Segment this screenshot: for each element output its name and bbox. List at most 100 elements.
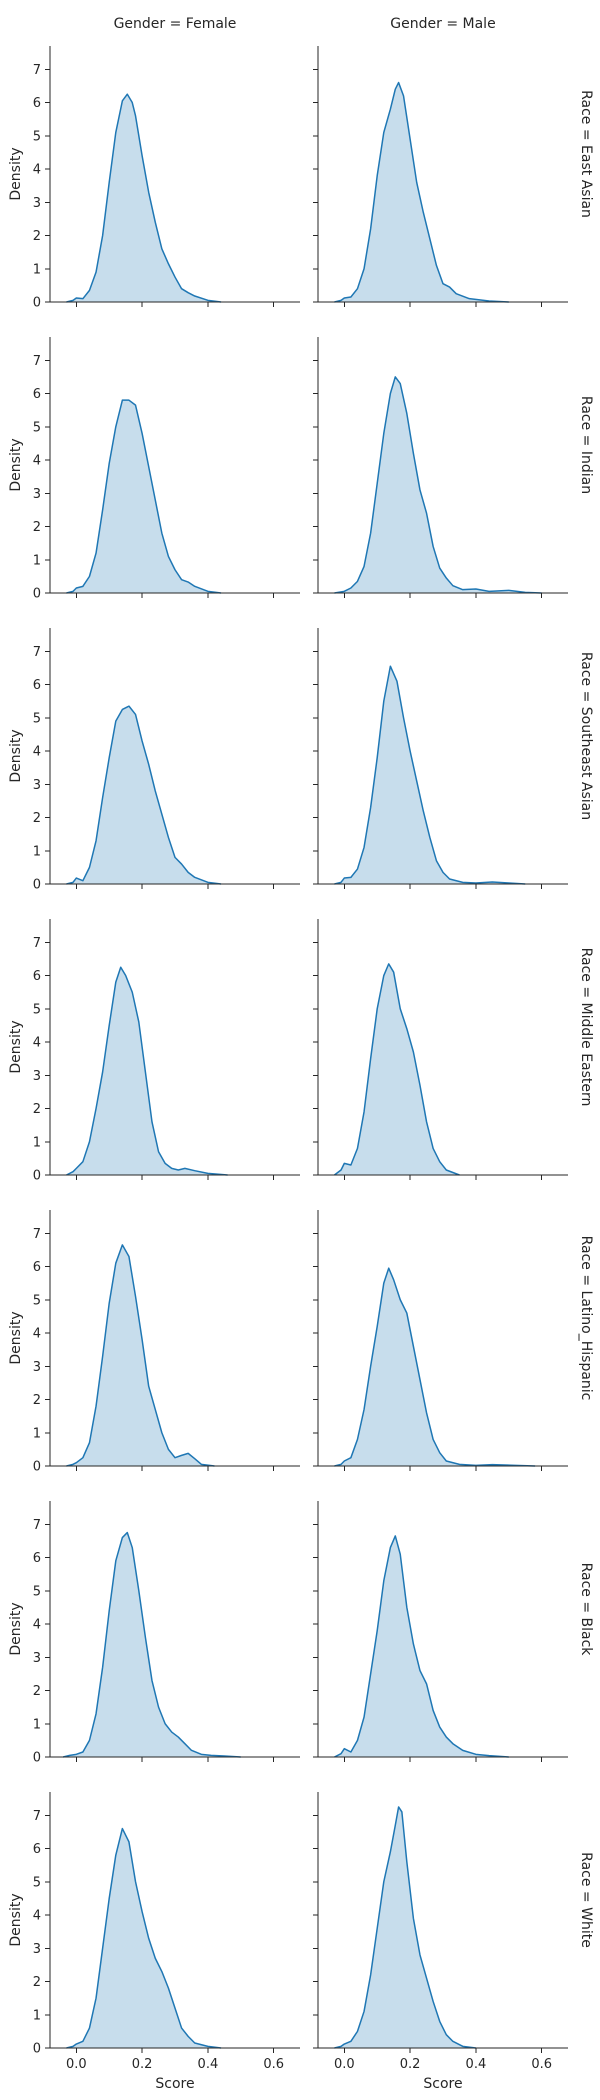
kde-area xyxy=(66,706,222,884)
y-tick-label: 2 xyxy=(33,1102,41,1117)
kde-line xyxy=(66,966,228,1176)
y-tick-label: 3 xyxy=(33,1651,41,1666)
y-tick-label: 1 xyxy=(33,2008,41,2023)
y-tick-label: 7 xyxy=(33,354,41,369)
facet-panel: Race = Latino_Hispanic xyxy=(313,1210,594,1471)
y-tick-label: 1 xyxy=(33,844,41,859)
kde-line xyxy=(334,376,542,594)
facet-panel: 0.0 0.2 0.4 0.6 Score Race = White xyxy=(313,1792,594,2092)
x-tick-label: 0.0 xyxy=(334,2057,355,2072)
y-tick-label: 3 xyxy=(33,1942,41,1957)
x-axis-title: Score xyxy=(155,2076,194,2092)
facet-panel: 0 1 2 3 4 5 6 7 Density xyxy=(8,1501,300,1766)
facet-panel: 0 1 2 3 4 5 6 7 Density xyxy=(8,1210,300,1475)
x-tick-label: 0.4 xyxy=(466,2057,487,2072)
y-tick-label: 3 xyxy=(33,196,41,211)
y-tick-label: 7 xyxy=(33,645,41,660)
kde-line xyxy=(333,963,460,1176)
y-tick-label: 1 xyxy=(33,1135,41,1150)
kde-line xyxy=(334,665,526,885)
y-tick-label: 2 xyxy=(33,1975,41,1990)
y-tick-label: 6 xyxy=(33,1260,41,1275)
y-tick-label: 6 xyxy=(33,96,41,111)
y-tick-label: 0 xyxy=(33,1169,41,1184)
y-tick-label: 1 xyxy=(33,1717,41,1732)
y-tick-label: 5 xyxy=(33,129,41,144)
y-axis-title: Density xyxy=(8,1020,24,1073)
kde-line xyxy=(66,399,222,594)
y-tick-label: 2 xyxy=(33,520,41,535)
y-tick-label: 4 xyxy=(33,454,41,469)
kde-area xyxy=(334,1535,509,1757)
y-axis-title: Density xyxy=(8,1893,24,1946)
facet-panel: Race = Black xyxy=(313,1501,594,1762)
facet-panel: 0 1 2 3 4 5 6 7 Density xyxy=(8,46,300,311)
x-tick-label: 0.2 xyxy=(132,2057,153,2072)
facet-panel: Race = Southeast Asian xyxy=(313,628,594,889)
y-tick-label: 6 xyxy=(33,387,41,402)
y-tick-label: 0 xyxy=(33,878,41,893)
y-tick-label: 4 xyxy=(33,1909,41,1924)
kde-line xyxy=(334,1806,476,2049)
kde-area xyxy=(66,967,228,1175)
y-tick-label: 7 xyxy=(33,936,41,951)
row-title: Race = White xyxy=(578,1852,594,1948)
y-tick-label: 6 xyxy=(33,969,41,984)
x-tick-label: 0.6 xyxy=(263,2057,284,2072)
facet-panel: Race = Indian xyxy=(313,337,594,598)
y-axis-title: Density xyxy=(8,1602,24,1655)
kde-line xyxy=(66,1244,215,1467)
y-tick-label: 5 xyxy=(33,711,41,726)
kde-area xyxy=(66,400,222,593)
kde-line xyxy=(62,1531,241,1758)
y-tick-label: 5 xyxy=(33,420,41,435)
row-title: Race = East Asian xyxy=(578,90,594,218)
kde-line xyxy=(66,93,222,303)
y-tick-label: 5 xyxy=(33,1875,41,1890)
y-tick-label: 2 xyxy=(33,811,41,826)
facet-panel: Race = Middle Eastern xyxy=(313,919,594,1180)
y-tick-label: 4 xyxy=(33,163,41,178)
col-title: Gender = Female xyxy=(114,16,237,32)
row-title: Race = Indian xyxy=(578,396,594,494)
y-tick-label: 3 xyxy=(33,778,41,793)
y-tick-label: 0 xyxy=(33,1460,41,1475)
row-title: Race = Middle Eastern xyxy=(578,948,594,1107)
y-tick-label: 0 xyxy=(33,296,41,311)
y-tick-label: 4 xyxy=(33,1618,41,1633)
y-tick-label: 0 xyxy=(33,587,41,602)
y-tick-label: 3 xyxy=(33,1360,41,1375)
x-tick-label: 0.6 xyxy=(531,2057,552,2072)
y-tick-label: 3 xyxy=(33,1069,41,1084)
kde-area xyxy=(66,1244,215,1466)
kde-area xyxy=(334,376,542,593)
facet-panel: 0 1 2 3 4 5 6 7 Density xyxy=(8,628,300,893)
x-tick-label: 0.4 xyxy=(198,2057,219,2072)
kde-area xyxy=(66,1828,222,2048)
kde-area xyxy=(334,1268,536,1466)
row-title: Race = Black xyxy=(578,1563,594,1657)
y-tick-label: 0 xyxy=(33,2042,41,2057)
y-tick-label: 7 xyxy=(33,1809,41,1824)
kde-area xyxy=(63,1532,241,1757)
y-tick-label: 7 xyxy=(33,1227,41,1242)
y-tick-label: 6 xyxy=(33,1842,41,1857)
y-tick-label: 2 xyxy=(33,1684,41,1699)
facet-panel: 0 1 2 3 4 5 6 7 Density xyxy=(8,919,300,1184)
y-tick-label: 3 xyxy=(33,487,41,502)
y-tick-label: 7 xyxy=(33,1518,41,1533)
kde-area xyxy=(334,963,460,1175)
y-tick-label: 1 xyxy=(33,553,41,568)
y-tick-label: 4 xyxy=(33,1036,41,1051)
y-axis-title: Density xyxy=(8,1311,24,1364)
facet-panel: 0 1 2 3 4 5 6 7 Density xyxy=(8,337,300,602)
kde-line xyxy=(334,81,509,303)
row-title: Race = Southeast Asian xyxy=(578,652,594,820)
kde-line xyxy=(334,1267,536,1467)
y-tick-label: 5 xyxy=(33,1584,41,1599)
y-axis-title: Density xyxy=(8,147,24,200)
kde-line xyxy=(66,705,222,885)
facet-panel: Race = East Asian xyxy=(313,46,594,307)
facet-panel: 0 1 2 3 4 5 6 7 0.0 0.2 0.4 0.6 Density Score xyxy=(8,1792,300,2092)
y-tick-label: 7 xyxy=(33,63,41,78)
